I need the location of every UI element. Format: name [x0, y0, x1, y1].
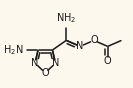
Text: N: N: [31, 58, 39, 68]
Text: O: O: [41, 68, 49, 78]
Text: N: N: [76, 41, 84, 51]
Text: N: N: [52, 58, 59, 68]
Text: O: O: [90, 35, 98, 45]
Text: $\mathregular{NH_2}$: $\mathregular{NH_2}$: [56, 11, 76, 25]
Text: O: O: [104, 56, 111, 66]
Text: $\mathregular{H_2N}$: $\mathregular{H_2N}$: [3, 43, 24, 57]
